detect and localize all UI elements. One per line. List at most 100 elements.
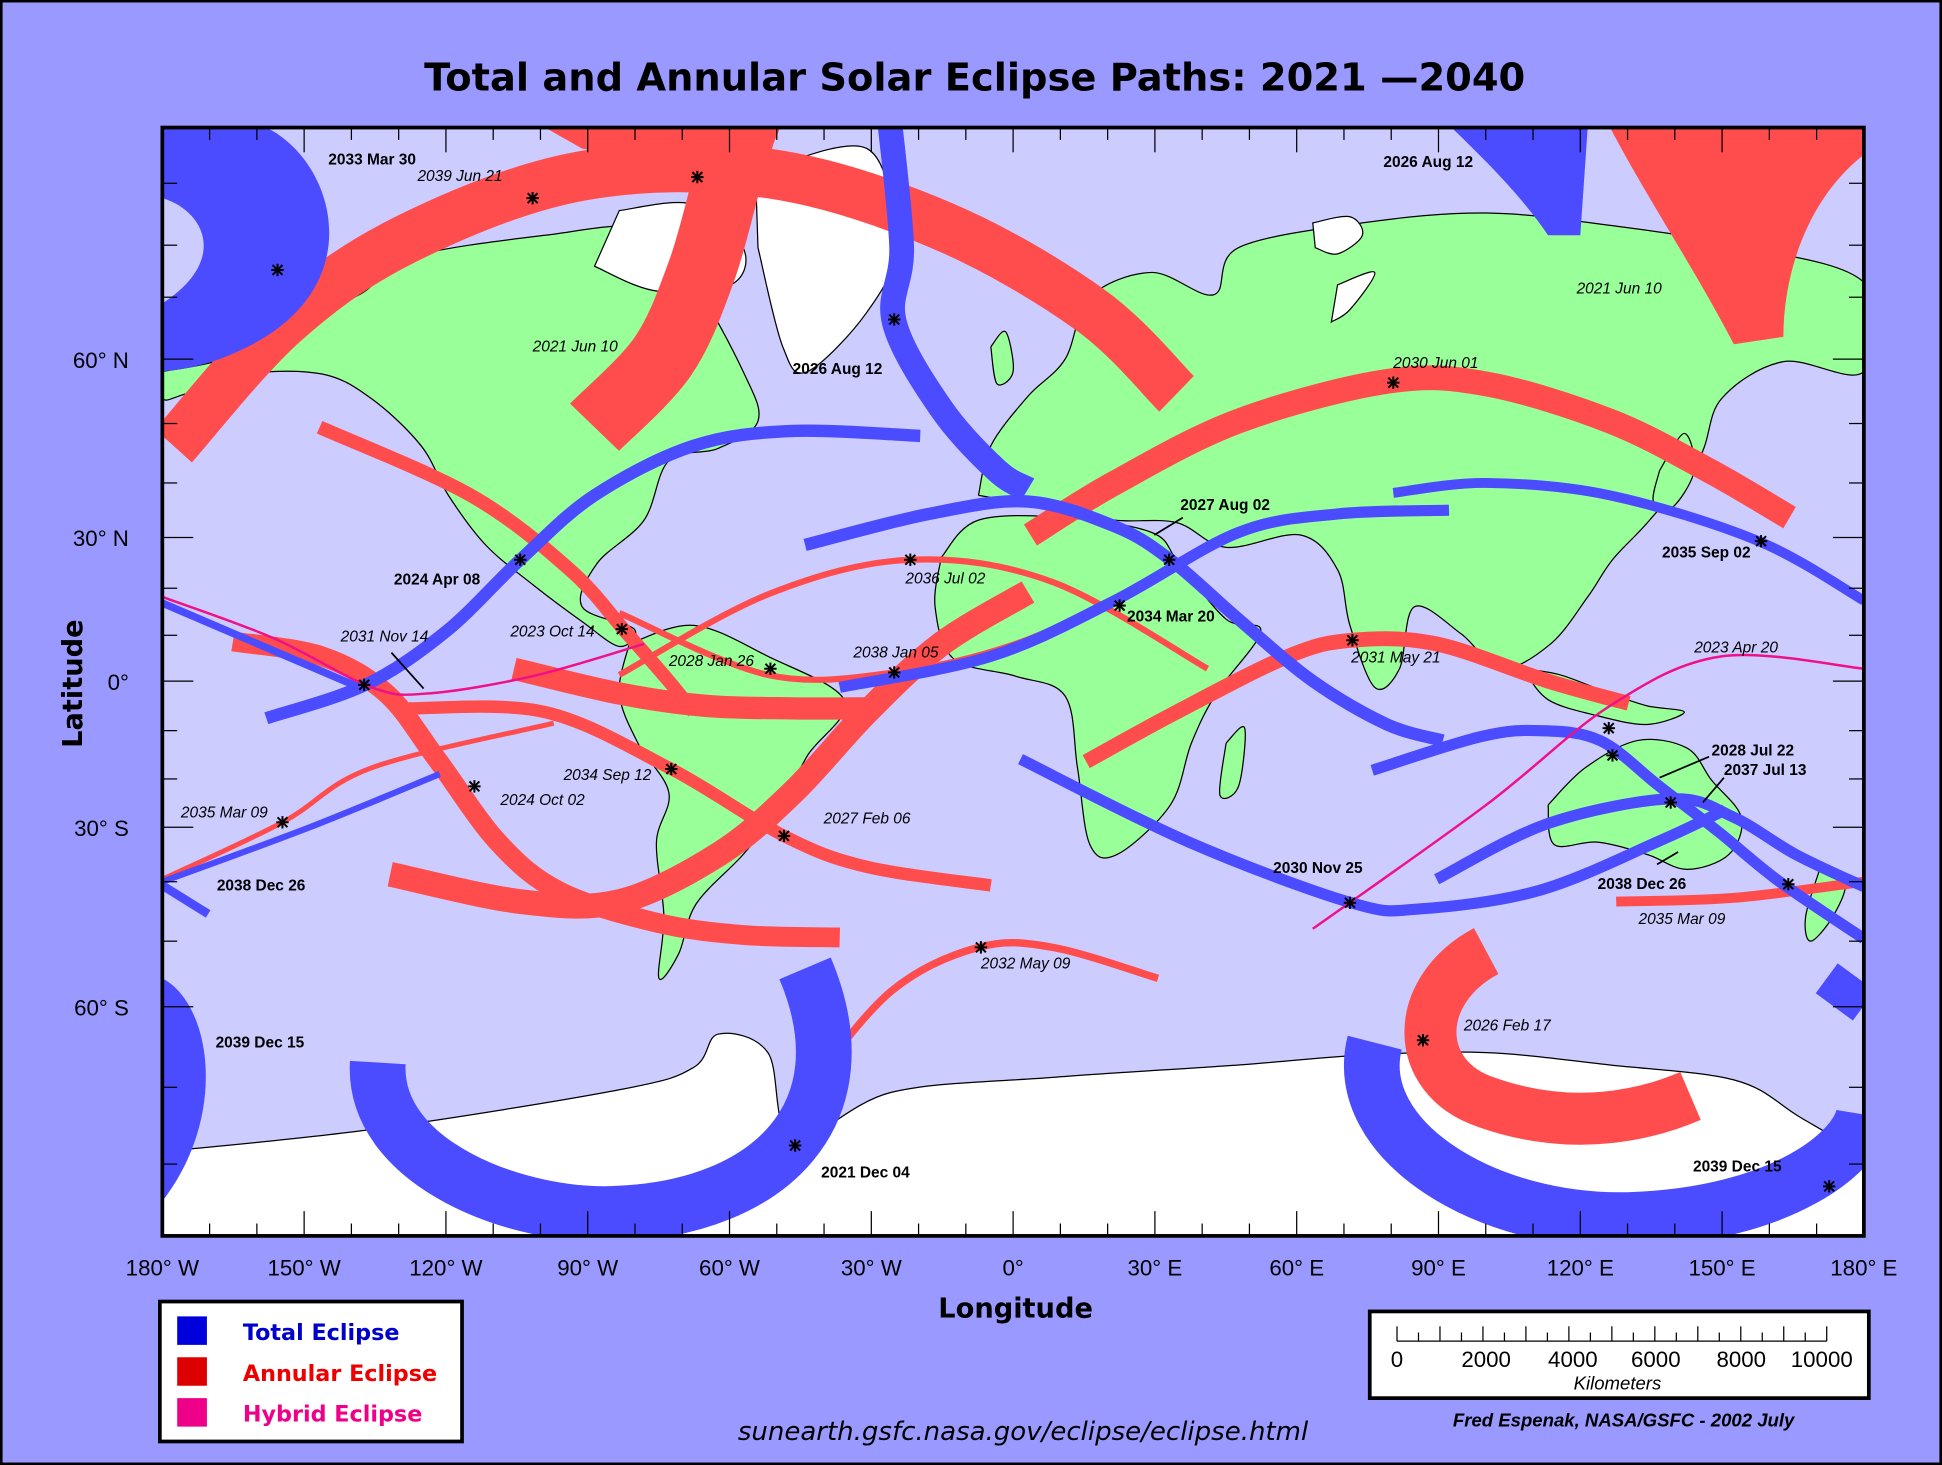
- land-british-isles: [990, 330, 1014, 386]
- x-axis-label: Longitude: [938, 1294, 1093, 1325]
- pointer-arrow: [1659, 755, 1710, 779]
- eclipse-label: 2038 Dec 26: [1598, 876, 1687, 893]
- eclipse-label: 2026 Feb 17: [1463, 1017, 1552, 1034]
- greatest-eclipse-marker: [514, 553, 527, 566]
- greatest-eclipse-marker: [764, 662, 777, 675]
- page-title: Total and Annular Solar Eclipse Paths: 2…: [424, 55, 1525, 100]
- legend-swatch-hybrid: [177, 1398, 207, 1427]
- y-axis-label: Latitude: [58, 619, 89, 747]
- eclipse-label: 2028 Jul 22: [1712, 742, 1795, 759]
- eclipse-label: 2038 Jan 05: [852, 645, 939, 662]
- eclipse-path-2037-jul-13: [1434, 793, 1864, 892]
- eclipse-path-2034-mar-20: [838, 504, 1450, 693]
- x-tick-label: 150° W: [267, 1256, 340, 1281]
- x-tick-label: 120° E: [1547, 1256, 1614, 1281]
- x-tick-labels: 180° W 150° W 120° W 90° W 60° W 30° W 0° 30° E…: [126, 1256, 1898, 1281]
- eclipse-path-2033-mar-30: [162, 127, 330, 372]
- eclipse-label: 2026 Aug 12: [1383, 154, 1473, 171]
- greatest-eclipse-marker: [1606, 749, 1619, 762]
- eclipse-path-2021-dec-04: [349, 957, 852, 1236]
- eclipse-path-2023-oct-14: [316, 421, 699, 717]
- eclipse-path-2021-jun-10-north: [1610, 127, 1864, 345]
- x-tick-label: 30° W: [841, 1256, 902, 1281]
- legend: Total Eclipse Annular Eclipse Hybrid Ecl…: [158, 1299, 464, 1444]
- eclipse-path-2038-dec-26-west: [162, 771, 441, 885]
- eclipse-label: 2039 Dec 15: [216, 1035, 305, 1052]
- eclipse-path-2030-jun-01: [1023, 365, 1796, 546]
- x-tick-label: 120° W: [409, 1256, 482, 1281]
- scale-bar-box: [1367, 1309, 1871, 1400]
- greatest-eclipse-marker: [974, 941, 988, 954]
- x-tick-label: 60° E: [1269, 1256, 1324, 1281]
- greatest-eclipse-marker: [526, 191, 539, 205]
- scale-bar-number: 10000: [1791, 1347, 1853, 1372]
- scale-bar-number: 6000: [1631, 1347, 1681, 1372]
- eclipse-path-2027-feb-06: [387, 581, 1035, 919]
- eclipse-label: 2039 Jun 21: [416, 168, 502, 185]
- eclipse-label: 2031 Nov 14: [340, 628, 429, 645]
- eclipse-label: 2021 Jun 10: [1576, 280, 1663, 297]
- eclipse-path-2034-sep-12: [408, 700, 992, 892]
- eclipse-label: 2021 Jun 10: [532, 339, 619, 356]
- pointer-arrow: [1656, 851, 1679, 866]
- eclipse-path-2028-jan-26: [511, 657, 874, 720]
- greatest-eclipse-marker: [665, 762, 678, 776]
- eclipse-label: 2037 Jul 13: [1724, 762, 1807, 779]
- greatest-eclipse-marker: [358, 678, 371, 692]
- scale-bar-number: 8000: [1716, 1347, 1766, 1372]
- eclipse-label: 2024 Oct 02: [499, 792, 585, 809]
- eclipse-path-2039-dec-15-east: [1344, 1035, 1864, 1236]
- eclipse-label: 2030 Jun 01: [1392, 355, 1478, 372]
- greatest-eclipse-marker: [1664, 796, 1677, 809]
- source-url[interactable]: sunearth.gsfc.nasa.gov/eclipse/eclipse.h…: [738, 1417, 1309, 1447]
- eclipse-label: 2035 Mar 09: [1637, 911, 1725, 928]
- greatest-eclipse-marker: [1343, 896, 1357, 909]
- x-tick-label: 0°: [1002, 1256, 1023, 1281]
- scale-bar-number: 0: [1391, 1347, 1403, 1372]
- greatest-eclipse-marker: [468, 780, 481, 793]
- eclipse-label: 2030 Nov 25: [1273, 860, 1363, 877]
- greatest-eclipse-marker: [271, 263, 284, 277]
- eclipse-label: 2027 Aug 02: [1180, 497, 1270, 514]
- scale-bar-numbers: 0 2000 4000 6000 8000 10000: [1391, 1347, 1853, 1372]
- y-tick-labels: 60° N 30° N 0° 30° S 60° S: [73, 348, 129, 1021]
- x-tick-label: 180° E: [1830, 1256, 1897, 1281]
- land-eurasia: [977, 212, 1864, 690]
- eclipse-path-2026-aug-12-north: [1451, 127, 1588, 236]
- eclipse-label: 2027 Feb 06: [823, 811, 911, 828]
- greatest-eclipse-marker: [1387, 376, 1400, 389]
- eclipse-label: 2034 Sep 12: [563, 767, 652, 784]
- scale-bar-unit: Kilometers: [1574, 1372, 1662, 1393]
- eclipse-path-2039-jun-21: [162, 142, 1195, 463]
- pointer-arrow: [1153, 516, 1184, 536]
- eclipse-label: 2033 Mar 30: [328, 152, 416, 169]
- x-tick-label: 60° W: [699, 1256, 760, 1281]
- x-tick-label: 90° E: [1411, 1256, 1466, 1281]
- greatest-eclipse-marker: [1162, 553, 1176, 566]
- x-tick-label: 180° W: [126, 1256, 199, 1281]
- eclipse-path-2038-dec-26-sw: [162, 881, 211, 918]
- legend-label-hybrid: Hybrid Eclipse: [243, 1402, 422, 1428]
- eclipse-path-2026-feb-17: [1404, 928, 1701, 1145]
- legend-swatch-total: [177, 1316, 207, 1345]
- eclipse-label: 2035 Sep 02: [1662, 544, 1751, 561]
- eclipse-label: 2021 Dec 04: [821, 1165, 910, 1182]
- eclipse-path-2026-aug-12: [877, 127, 1035, 501]
- eclipse-path-2030-nov-25: [1018, 754, 1728, 917]
- eclipse-path-2039-dec-15-west: [162, 978, 206, 1202]
- greatest-eclipse-marker: [1113, 599, 1126, 612]
- eclipse-label: 2028 Jan 26: [668, 653, 755, 670]
- scale-bar-number: 2000: [1461, 1347, 1511, 1372]
- greatest-eclipse-marker: [1602, 721, 1615, 735]
- eclipse-path-2035-sep-02: [1392, 478, 1864, 605]
- eclipse-label: 2024 Apr 08: [394, 572, 481, 589]
- greatest-eclipse-marker: [615, 622, 628, 636]
- eclipse-path-2027-aug-02: [803, 495, 1445, 747]
- eclipse-label: 2034 Mar 20: [1127, 609, 1215, 626]
- y-tick-label: 30° N: [73, 526, 129, 551]
- greatest-eclipse-marker: [276, 816, 289, 829]
- y-tick-label: 0°: [108, 670, 129, 695]
- legend-label-total: Total Eclipse: [243, 1320, 400, 1346]
- x-tick-label: 30° E: [1128, 1256, 1183, 1281]
